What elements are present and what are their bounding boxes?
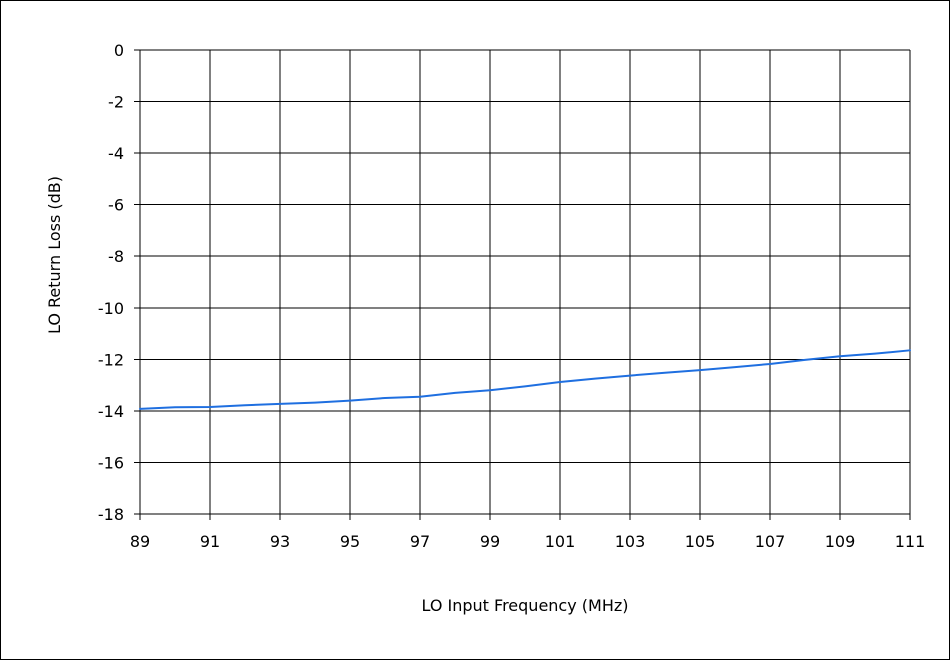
x-tick-label: 107 xyxy=(755,532,786,551)
x-tick-label: 91 xyxy=(200,532,220,551)
y-tick-label: -2 xyxy=(108,93,124,112)
x-axis-title: LO Input Frequency (MHz) xyxy=(422,596,629,615)
grid xyxy=(134,49,911,520)
x-tick-label: 97 xyxy=(410,532,430,551)
y-tick-label: -18 xyxy=(98,505,124,524)
x-tick-labels: 89 91 93 95 97 99 101 103 105 107 109 111 xyxy=(130,532,925,551)
y-tick-label: -10 xyxy=(98,299,124,318)
x-tick-label: 99 xyxy=(480,532,500,551)
series-line xyxy=(139,349,911,410)
y-tick-label: -12 xyxy=(98,350,124,369)
y-tick-label: -4 xyxy=(108,144,124,163)
x-tick-label: 105 xyxy=(685,532,716,551)
y-tick-label: -16 xyxy=(98,453,124,472)
x-tick-label: 93 xyxy=(270,532,290,551)
x-tick-label: 109 xyxy=(825,532,856,551)
y-tick-labels: 0 -2 -4 -6 -8 -10 -12 -14 -16 -18 xyxy=(98,41,124,524)
y-tick-label: 0 xyxy=(114,41,124,60)
x-tick-label: 101 xyxy=(545,532,576,551)
y-axis-title: LO Return Loss (dB) xyxy=(45,176,64,334)
x-tick-label: 95 xyxy=(340,532,360,551)
x-tick-label: 111 xyxy=(895,532,926,551)
y-tick-label: -6 xyxy=(108,196,124,215)
x-tick-label: 103 xyxy=(615,532,646,551)
y-tick-label: -14 xyxy=(98,402,124,421)
y-tick-label: -8 xyxy=(108,247,124,266)
series-layer xyxy=(139,349,911,410)
x-tick-label: 89 xyxy=(130,532,150,551)
